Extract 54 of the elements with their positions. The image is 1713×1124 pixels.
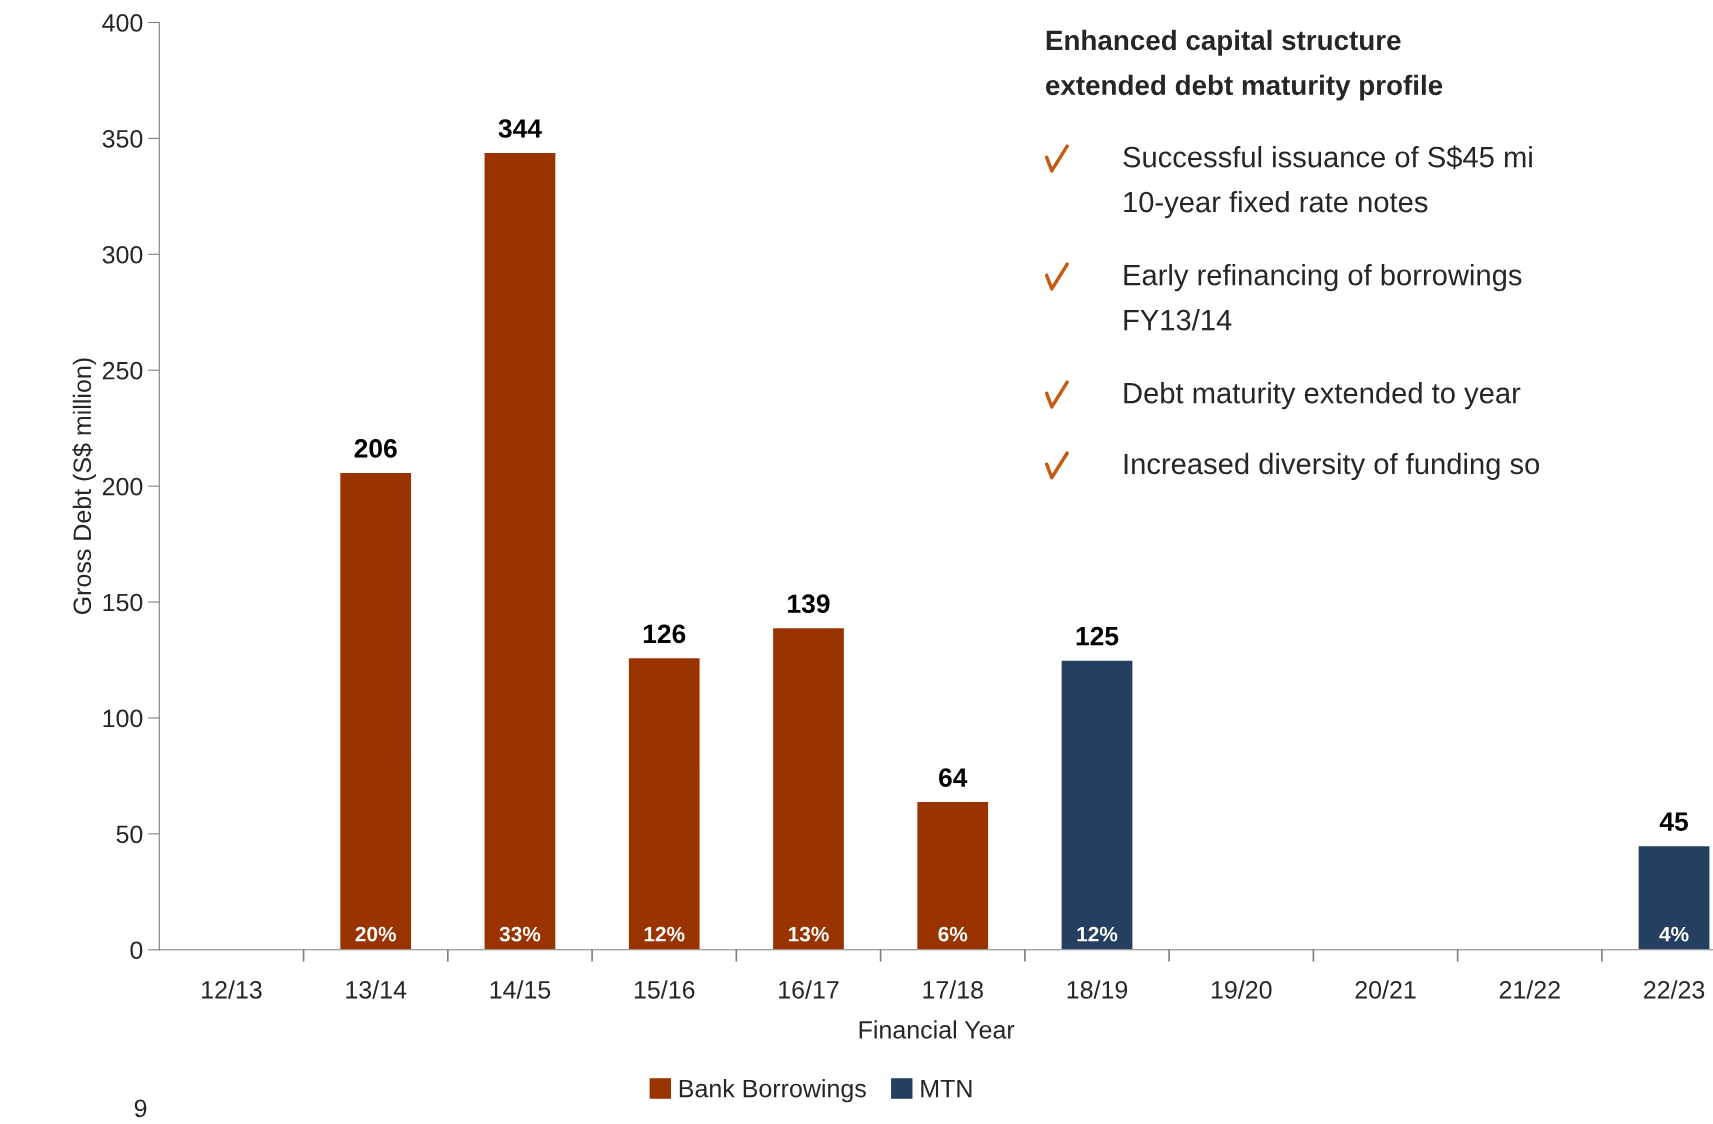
annotation: Enhanced capital structure bbox=[1046, 29, 1401, 56]
x-tick-label: 12/13 bbox=[202, 980, 262, 999]
x-tick-label: 16/17 bbox=[779, 980, 839, 999]
annotation: 33% bbox=[499, 926, 541, 942]
annotation: 4% bbox=[1659, 926, 1689, 942]
bar bbox=[915, 800, 990, 950]
annotation: Successful issuance of S$45 mi bbox=[1123, 145, 1532, 170]
bar bbox=[1060, 659, 1134, 950]
data-label: 45 bbox=[1659, 812, 1688, 831]
x-tick-label: 13/14 bbox=[346, 980, 407, 999]
legend-label: Bank Borrowings bbox=[679, 1079, 866, 1103]
annotation: Debt maturity extended to year bbox=[1124, 382, 1521, 410]
x-tick-label: 15/16 bbox=[634, 980, 695, 999]
y-tick-label: 50 bbox=[116, 825, 143, 844]
x-tick-label: 20/21 bbox=[1355, 980, 1416, 999]
x-tick-label: 21/22 bbox=[1499, 980, 1560, 999]
bar bbox=[1637, 844, 1711, 950]
data-label: 125 bbox=[1076, 626, 1119, 646]
data-label: 344 bbox=[498, 119, 542, 138]
annotation: 6% bbox=[938, 926, 968, 942]
bar bbox=[627, 656, 701, 950]
annotation: 12% bbox=[1077, 926, 1118, 942]
annotation: extended debt maturity profile bbox=[1046, 74, 1443, 101]
annotation: 13% bbox=[788, 926, 829, 942]
y-tick-label: 200 bbox=[102, 477, 143, 496]
bar bbox=[771, 626, 846, 950]
bar bbox=[338, 471, 413, 950]
annotation: Increased diversity of funding so bbox=[1124, 452, 1540, 481]
x-tick-label: 22/23 bbox=[1644, 980, 1705, 999]
x-axis-title: Financial Year bbox=[859, 1020, 1015, 1039]
annotation: 20% bbox=[355, 926, 396, 942]
x-tick-label: 14/15 bbox=[490, 980, 551, 999]
y-tick-label: 300 bbox=[102, 245, 143, 264]
y-axis-title: Gross Debt (S$ million) bbox=[72, 358, 97, 615]
annotation: 12% bbox=[644, 926, 685, 942]
data-label: 139 bbox=[788, 594, 830, 614]
x-tick-label: 17/18 bbox=[923, 980, 983, 999]
annotation: 10-year fixed rate notes bbox=[1124, 190, 1428, 219]
x-tick-label: 19/20 bbox=[1211, 980, 1272, 999]
x-tick-label: 18/19 bbox=[1067, 980, 1128, 999]
data-label: 64 bbox=[939, 768, 968, 787]
y-tick-label: 150 bbox=[103, 593, 143, 612]
y-tick-label: 350 bbox=[102, 129, 143, 148]
legend-label: MTN bbox=[921, 1079, 972, 1098]
data-label: 206 bbox=[354, 439, 397, 458]
annotation: Early refinancing of borrowings bbox=[1124, 264, 1522, 292]
annotation: FY13/14 bbox=[1124, 308, 1232, 331]
data-label: 126 bbox=[643, 624, 686, 644]
y-tick-label: 100 bbox=[103, 709, 143, 728]
text: 9 bbox=[134, 1099, 147, 1118]
y-tick-label: 250 bbox=[102, 361, 143, 380]
y-tick-label: 0 bbox=[130, 941, 143, 960]
y-tick-label: 400 bbox=[102, 14, 143, 32]
bar bbox=[483, 151, 557, 950]
